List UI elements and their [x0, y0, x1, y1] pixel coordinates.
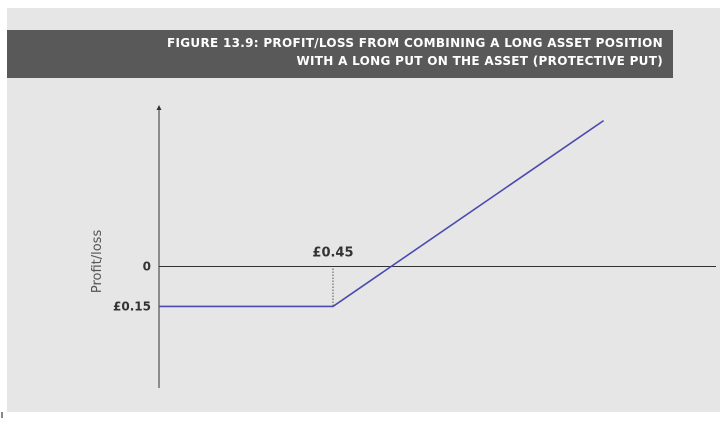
profit-loss-line-0 — [159, 119, 605, 308]
y-tick-label-0: 0 — [143, 260, 151, 274]
y-tick-label-1: £0.15 — [113, 299, 151, 313]
figure-title-line-1: FIGURE 13.9: PROFIT/LOSS FROM COMBINING … — [166, 36, 663, 50]
strike-label-0: £0.45 — [312, 246, 353, 261]
y-axis-label: Profit/loss — [90, 230, 105, 294]
y-axis-arrow — [156, 105, 162, 110]
figure-panel: FIGURE 13.9: PROFIT/LOSS FROM COMBINING … — [7, 8, 720, 412]
stray-mark — [1, 412, 3, 418]
figure-title-line-2: WITH A LONG PUT ON THE ASSET (PROTECTIVE… — [296, 54, 663, 68]
figure-title-bar: FIGURE 13.9: PROFIT/LOSS FROM COMBINING … — [7, 30, 673, 78]
